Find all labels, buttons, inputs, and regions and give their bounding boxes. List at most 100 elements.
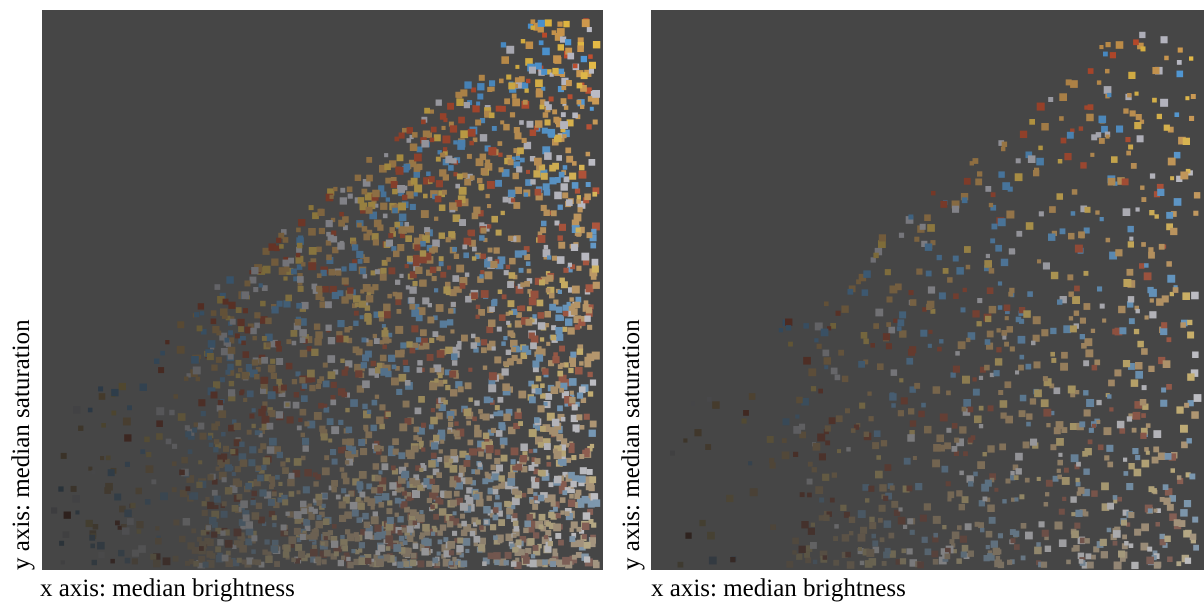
thumbnail — [234, 423, 241, 430]
thumbnail — [1149, 210, 1154, 215]
thumbnail — [885, 269, 891, 275]
thumbnail — [928, 344, 932, 348]
thumbnail — [575, 188, 580, 193]
thumbnail — [527, 121, 534, 128]
thumbnail — [529, 397, 536, 404]
thumbnail — [78, 426, 83, 431]
thumbnail — [281, 385, 287, 391]
thumbnail — [953, 293, 959, 299]
thumbnail — [915, 483, 922, 490]
thumbnail — [371, 361, 377, 367]
thumbnail — [1007, 326, 1014, 333]
thumbnail — [924, 214, 931, 221]
thumbnail — [1123, 208, 1131, 216]
thumbnail — [434, 378, 438, 382]
thumbnail — [563, 165, 568, 170]
thumbnail — [542, 48, 550, 56]
thumbnail — [365, 558, 371, 564]
thumbnail — [205, 497, 209, 501]
thumbnail — [468, 440, 474, 446]
thumbnail — [572, 161, 577, 166]
thumbnail — [421, 120, 426, 125]
thumbnail — [427, 354, 434, 361]
thumbnail — [434, 217, 438, 221]
thumbnail — [569, 494, 574, 499]
thumbnail — [1068, 233, 1075, 240]
thumbnail — [910, 420, 917, 427]
thumbnail — [494, 356, 501, 363]
thumbnail — [570, 391, 574, 395]
thumbnail — [538, 20, 545, 27]
thumbnail — [570, 481, 576, 487]
thumbnail — [501, 455, 508, 462]
thumbnail — [513, 202, 520, 209]
thumbnail — [341, 488, 346, 493]
thumbnail — [342, 370, 348, 376]
thumbnail — [146, 452, 151, 457]
thumbnail — [1060, 228, 1066, 234]
thumbnail — [1085, 305, 1089, 309]
thumbnail — [1070, 423, 1077, 430]
thumbnail — [262, 550, 267, 555]
thumbnail — [245, 483, 252, 490]
thumbnail — [340, 535, 345, 540]
thumbnail — [1144, 263, 1149, 268]
thumbnail — [268, 365, 276, 373]
thumbnail — [553, 55, 561, 63]
thumbnail — [1183, 138, 1190, 145]
thumbnail — [403, 366, 409, 372]
thumbnail — [1096, 400, 1101, 405]
thumbnail — [409, 286, 416, 293]
thumbnail — [458, 473, 463, 478]
thumbnail — [1015, 370, 1019, 374]
thumbnail — [526, 42, 534, 50]
thumbnail — [1001, 330, 1007, 336]
thumbnail — [304, 469, 312, 477]
thumbnail — [276, 346, 282, 352]
thumbnail — [1139, 32, 1145, 38]
thumbnail — [748, 461, 752, 465]
thumbnail — [225, 338, 230, 343]
thumbnail — [153, 560, 161, 568]
thumbnail — [566, 199, 573, 206]
thumbnail — [570, 528, 574, 532]
thumbnail — [1083, 360, 1089, 366]
thumbnail — [366, 157, 372, 163]
thumbnail — [1192, 352, 1199, 359]
thumbnail — [947, 277, 953, 283]
thumbnail — [402, 128, 407, 133]
thumbnail — [1001, 147, 1005, 151]
thumbnail — [579, 165, 585, 171]
thumbnail — [373, 511, 378, 516]
thumbnail — [467, 230, 472, 235]
thumbnail — [987, 445, 994, 452]
thumbnail — [336, 270, 341, 275]
thumbnail — [72, 495, 80, 503]
thumbnail — [1167, 275, 1175, 283]
thumbnail — [1036, 158, 1044, 166]
thumbnail — [1163, 498, 1170, 505]
thumbnail — [393, 544, 401, 552]
thumbnail — [317, 273, 322, 278]
thumbnail — [936, 435, 944, 443]
thumbnail — [1128, 241, 1134, 247]
thumbnail — [1021, 556, 1026, 561]
thumbnail — [1128, 512, 1134, 518]
thumbnail — [1059, 93, 1067, 101]
thumbnail — [374, 220, 382, 228]
thumbnail — [1107, 462, 1113, 468]
thumbnail — [540, 105, 545, 110]
thumbnail — [899, 507, 903, 511]
thumbnail — [545, 19, 552, 26]
thumbnail — [479, 525, 484, 530]
thumbnail — [211, 319, 217, 325]
thumbnail — [962, 407, 967, 412]
thumbnail — [456, 99, 463, 106]
thumbnail — [1126, 483, 1133, 490]
thumbnail — [470, 175, 475, 180]
thumbnail — [1184, 500, 1191, 507]
thumbnail — [924, 426, 932, 434]
thumbnail — [507, 281, 514, 288]
thumbnail — [413, 543, 419, 549]
thumbnail — [539, 279, 545, 285]
